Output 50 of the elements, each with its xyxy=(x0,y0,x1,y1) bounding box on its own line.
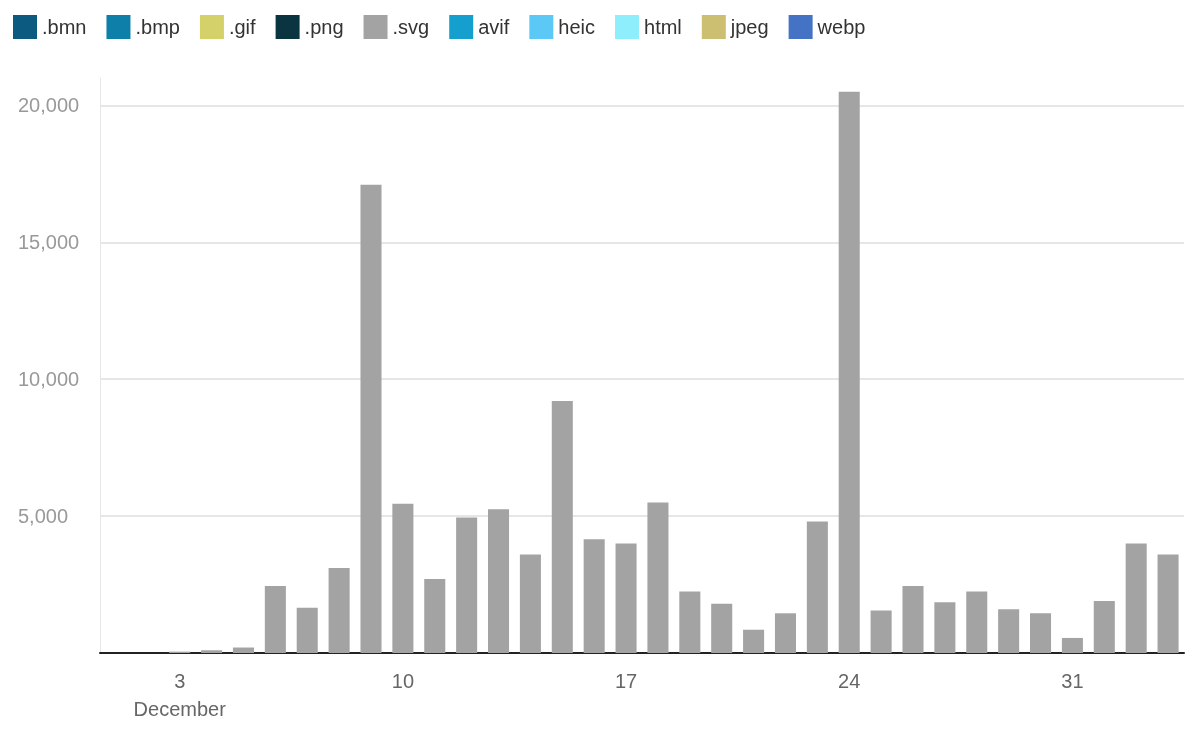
x-tick-label: 24 xyxy=(838,670,861,692)
x-tick-label: 3 December xyxy=(133,670,227,720)
bar xyxy=(488,509,510,653)
bar xyxy=(647,502,669,653)
bar xyxy=(232,647,254,653)
x-tick-label: 31 xyxy=(1061,670,1084,692)
bar xyxy=(583,539,605,653)
bar xyxy=(679,591,701,653)
legend-label: html xyxy=(644,16,682,38)
bar xyxy=(902,585,924,653)
bar xyxy=(360,184,382,653)
legend-label: .png xyxy=(304,16,344,38)
x-tick-label: 10 xyxy=(391,670,415,692)
bar xyxy=(392,503,414,653)
x-tick-label: 17 xyxy=(614,670,638,692)
bar xyxy=(1157,554,1179,653)
bar xyxy=(838,91,860,653)
bar xyxy=(264,585,286,653)
legend-label: webp xyxy=(816,16,866,38)
bar xyxy=(328,568,350,653)
legend-label: .gif xyxy=(228,16,257,38)
bar xyxy=(201,650,223,653)
bar xyxy=(296,607,318,653)
bar xyxy=(711,603,733,653)
bar xyxy=(519,554,541,653)
bar xyxy=(1061,637,1083,653)
bar xyxy=(870,610,892,653)
y-tick-label: 10,000 xyxy=(18,368,80,391)
bar xyxy=(1030,613,1052,653)
bar xyxy=(998,609,1020,653)
bar xyxy=(934,602,956,653)
bar xyxy=(1093,600,1115,653)
legend-label: .bmp xyxy=(135,16,180,38)
bar xyxy=(806,521,828,653)
bar xyxy=(966,591,988,653)
y-tick-label: 5,000 xyxy=(18,505,69,528)
legend-label: jpeg xyxy=(729,16,769,38)
y-tick-label: 15,000 xyxy=(18,231,80,254)
legend-label: .bmn xyxy=(42,16,87,38)
bar xyxy=(774,613,796,653)
bar xyxy=(1125,543,1147,653)
bar xyxy=(615,543,637,653)
legend-label: .svg xyxy=(392,16,430,38)
legend-label: avif xyxy=(478,16,510,38)
bar xyxy=(743,629,765,653)
bar xyxy=(551,401,573,653)
legend-label: heic xyxy=(558,16,596,38)
y-tick-label: 20,000 xyxy=(18,94,80,117)
bar xyxy=(424,579,446,653)
bar xyxy=(456,517,478,653)
